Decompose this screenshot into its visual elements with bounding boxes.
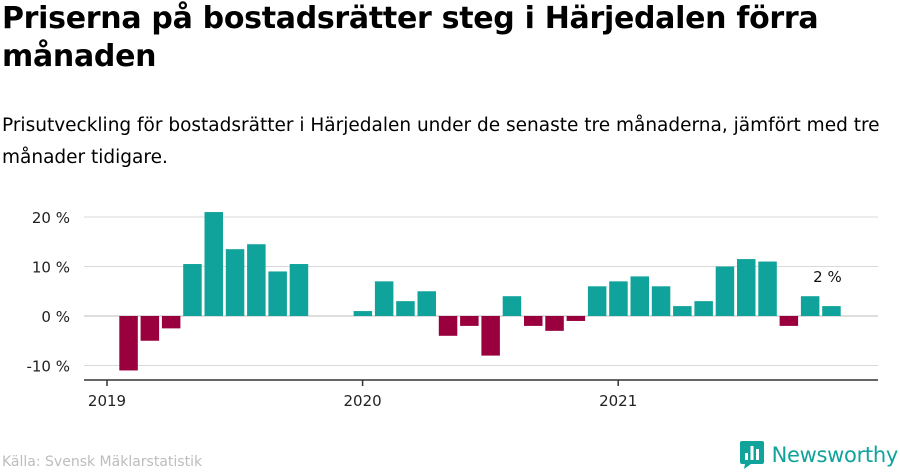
x-axis [84,379,878,386]
brand-name: Newsworthy [771,443,899,467]
bar [715,266,735,316]
bar [822,306,841,316]
bar [587,286,607,316]
bar [630,276,649,316]
brand-logo[interactable]: Newsworthy [739,440,898,470]
bar [268,271,287,316]
bar [481,316,500,356]
bar [140,316,160,341]
bar [247,244,266,316]
bar [289,264,309,316]
y-tick-label: 0 % [41,308,70,326]
bar [438,316,458,336]
axis-labels: 20 % 10 % 0 % -10 % 2019 2020 2021 [26,209,637,410]
annotations: 2 % [813,268,842,286]
bar [566,316,586,321]
x-tick-label: 2019 [88,392,126,410]
bar [758,261,777,316]
bar [374,281,394,316]
chart-subtitle: Prisutveckling för bostadsrätter i Härje… [2,115,880,168]
source-note: Källa: Svensk Mäklarstatistik [2,454,203,470]
bar [460,316,479,326]
newsworthy-logo-icon [739,441,764,469]
bar [609,281,628,316]
y-tick-label: 10 % [32,259,70,277]
bar [502,296,522,316]
bar [183,264,202,316]
bar [800,296,820,316]
bar [396,301,415,316]
y-tick-label: -10 % [26,358,70,376]
bar [737,259,756,316]
page-title: Priserna på bostadsrätter steg i Härjeda… [2,1,819,74]
bar [545,316,564,331]
y-tick-label: 20 % [32,209,70,227]
bar [353,311,373,316]
bar [119,316,138,371]
bar [417,291,436,316]
bar [161,316,181,329]
bar [225,249,245,316]
bar [779,316,799,326]
bar [524,316,543,326]
bar [204,212,223,316]
x-tick-label: 2020 [344,392,382,410]
bar [694,301,713,316]
bars [119,212,841,371]
data-label: 2 % [813,268,842,286]
bar [673,306,692,316]
bar-chart: 20 % 10 % 0 % -10 % 2019 2020 2021 2 % [26,209,878,410]
bar [651,286,671,316]
x-tick-label: 2021 [599,392,637,410]
